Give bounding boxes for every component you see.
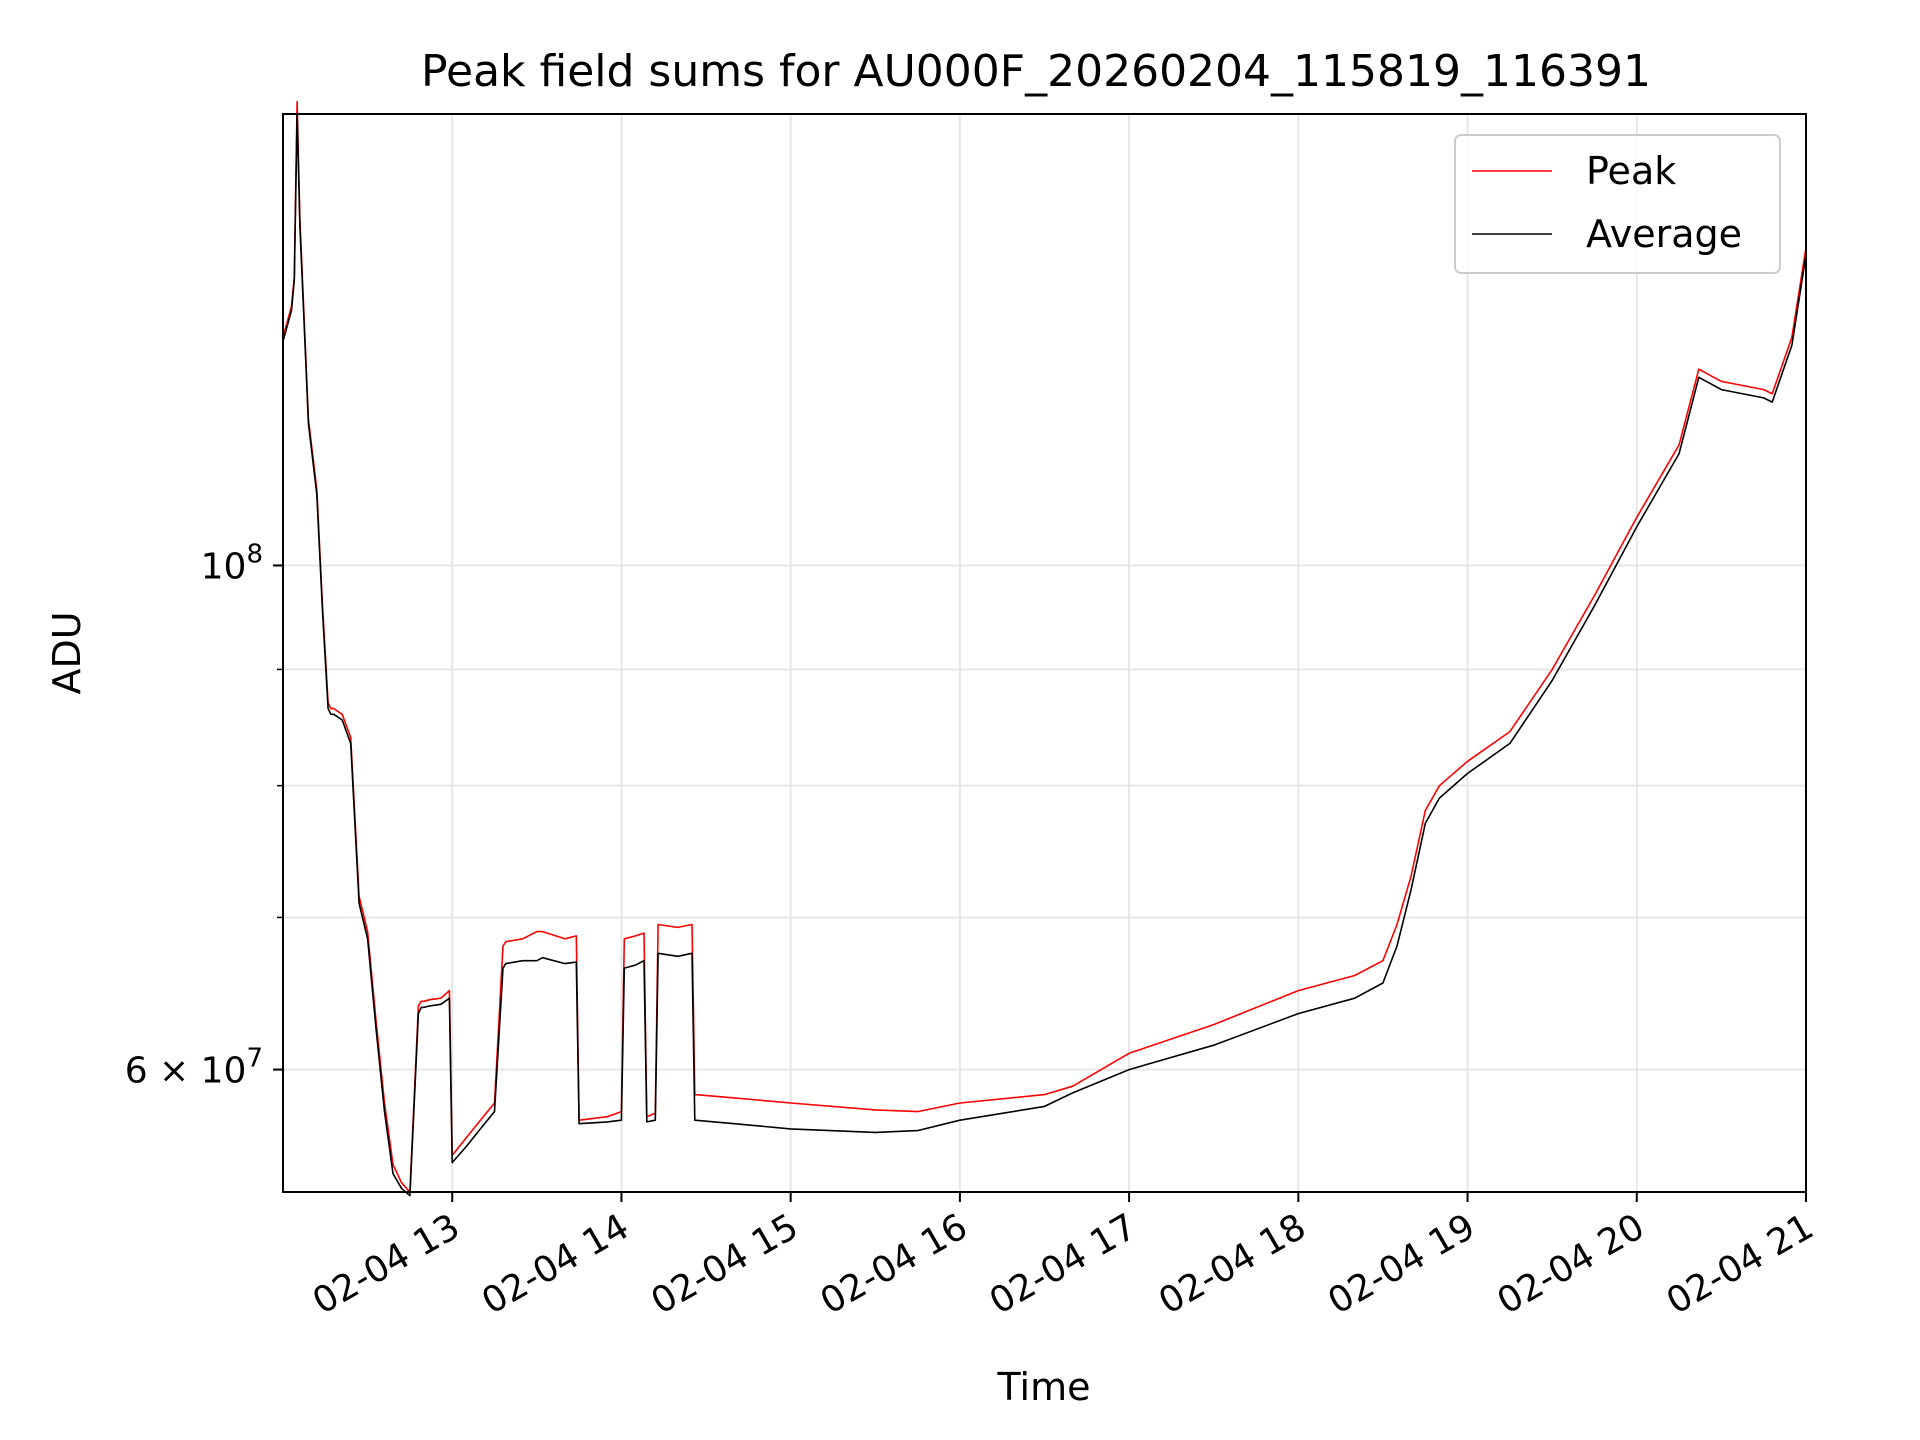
x-tick-label: 02-04 19: [1321, 1206, 1482, 1322]
x-axis: 02-04 13 02-04 14 02-04 15 02-04 16 02-04 17…: [306, 1192, 1821, 1323]
x-tick-label: 02-04 16: [814, 1206, 975, 1322]
x-tick-label: 02-04 13: [306, 1206, 467, 1322]
y-tick-label: 6 × 107: [125, 1044, 263, 1092]
x-tick-label: 02-04 14: [475, 1206, 636, 1322]
x-axis-label: Time: [997, 1365, 1091, 1409]
legend-label-average: Average: [1586, 212, 1742, 256]
y-tick-label: 108: [201, 539, 263, 587]
plot-frame: [282, 113, 1807, 1193]
x-tick-label: 02-04 18: [1152, 1206, 1313, 1322]
legend: Peak Average: [1454, 134, 1781, 274]
series-line-average: [282, 113, 1807, 1197]
series-layer: [282, 100, 1807, 1197]
grid: [283, 114, 1807, 1192]
x-tick-label: 02-04 21: [1660, 1206, 1821, 1322]
legend-box: [1454, 134, 1781, 274]
legend-label-peak: Peak: [1586, 149, 1676, 193]
y-axis: 108 6 × 107: [125, 539, 283, 1092]
x-tick-label: 02-04 20: [1491, 1206, 1652, 1322]
y-axis-label: ADU: [45, 611, 89, 694]
series-line-peak: [282, 100, 1807, 1193]
x-tick-label: 02-04 15: [644, 1206, 805, 1322]
chart-title: Peak field sums for AU000F_20260204_1158…: [421, 46, 1651, 97]
x-tick-label: 02-04 17: [983, 1206, 1144, 1322]
